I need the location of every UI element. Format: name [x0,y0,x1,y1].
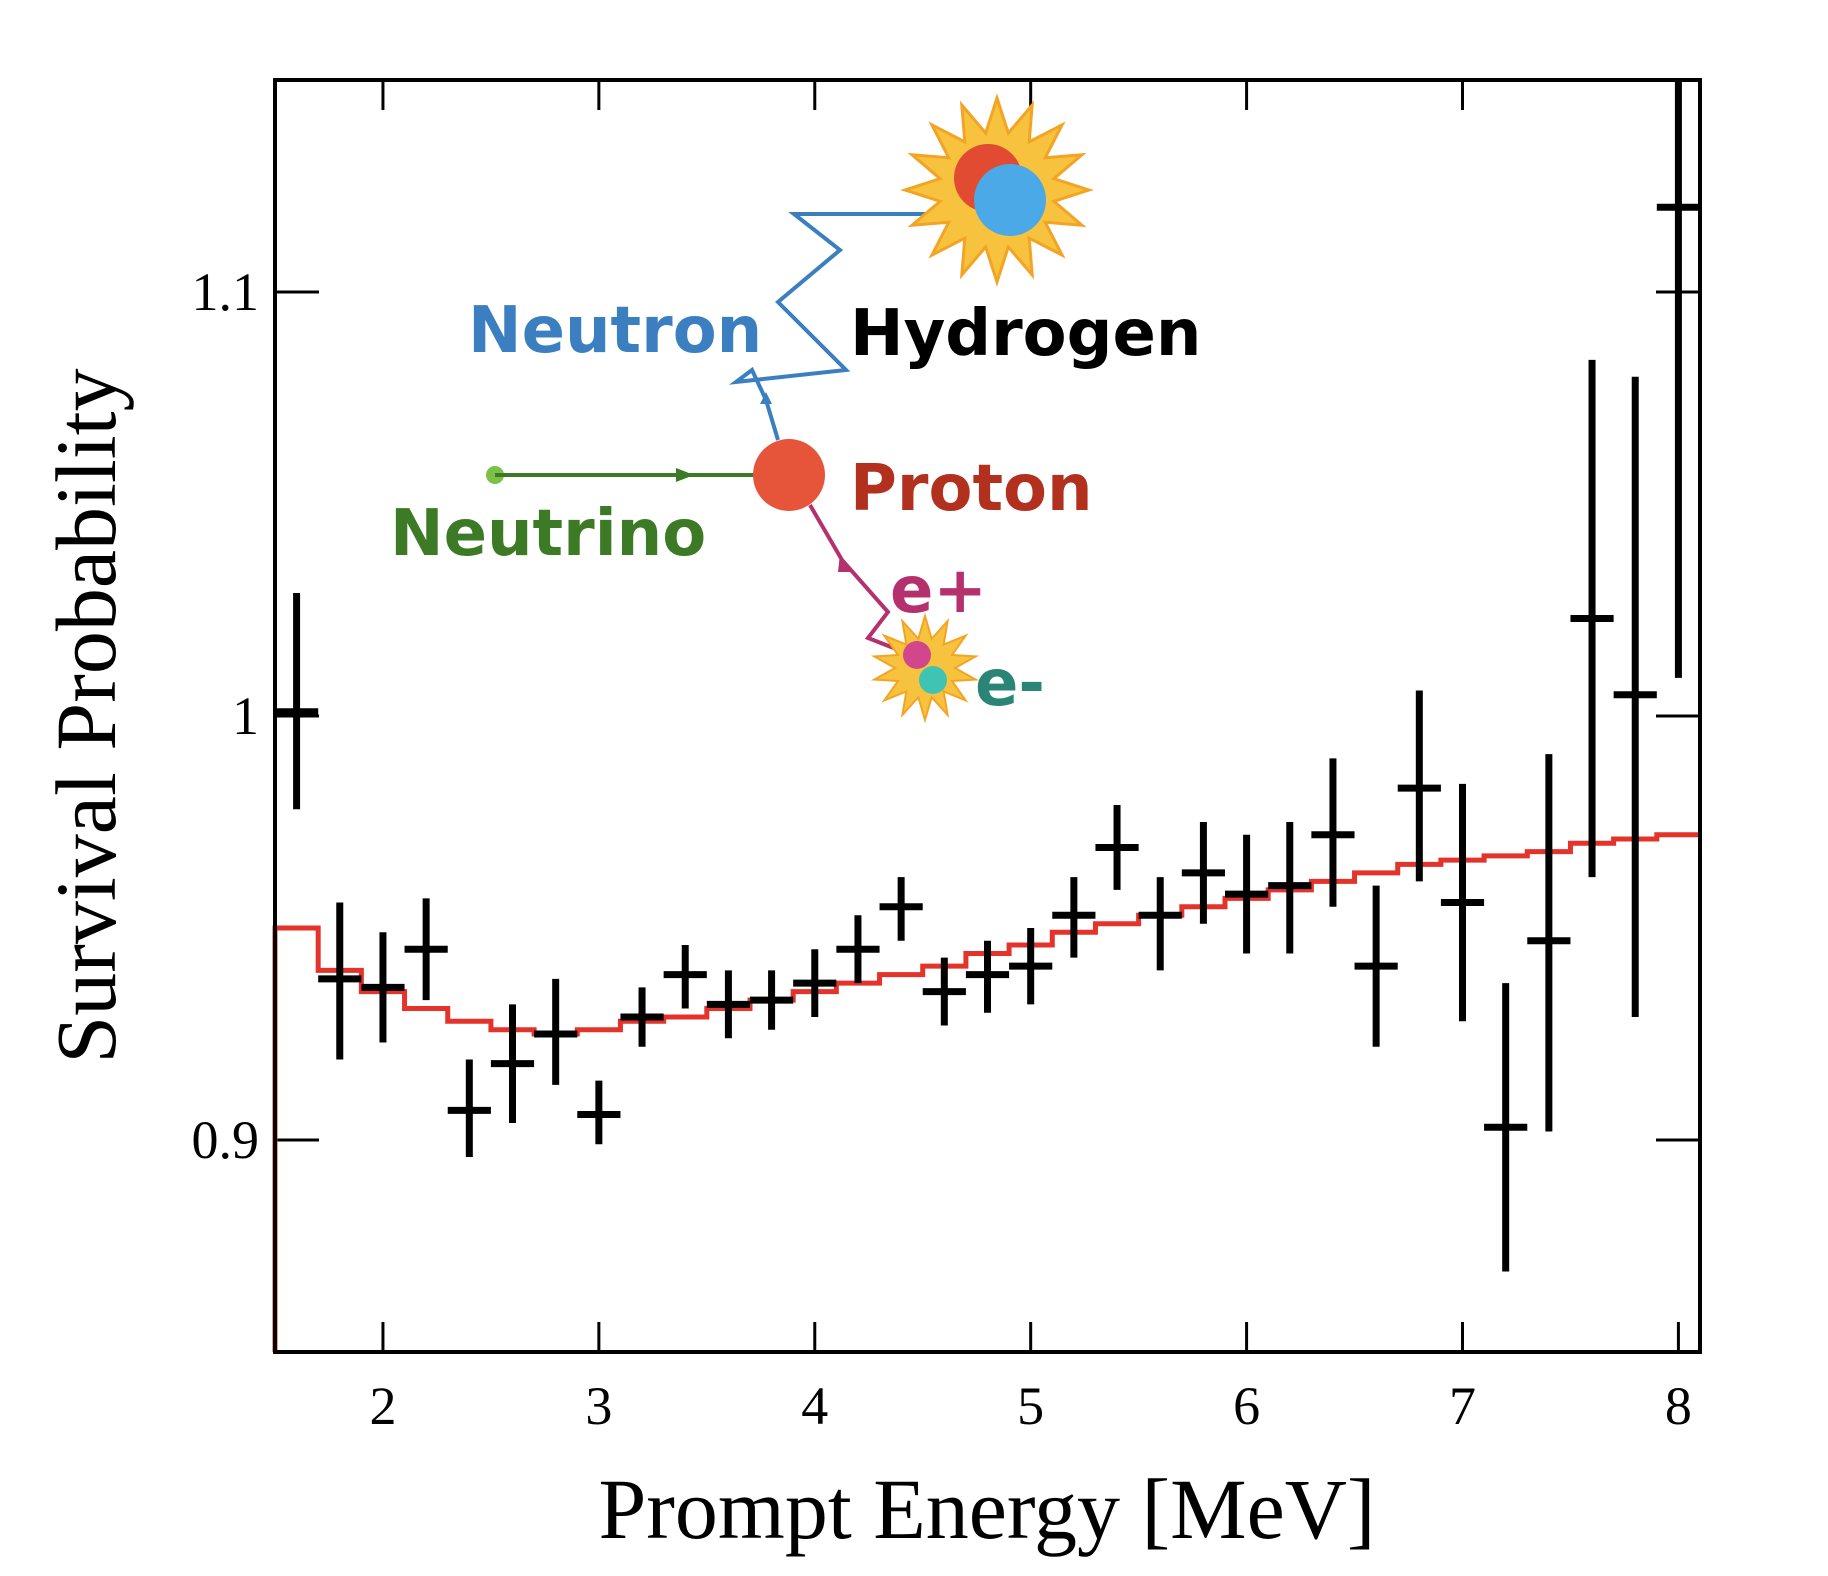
data-point [1570,359,1614,878]
annihilation-starburst [870,612,980,724]
data-point [663,944,707,1009]
data-point [1397,690,1441,882]
proton-label: Proton [850,452,1093,526]
neutron-label: Neutron [468,294,762,368]
data-point [836,915,880,984]
x-tick-label: 8 [1665,1376,1692,1436]
x-axis-title: Prompt Energy [MeV] [598,1461,1375,1557]
positron-track [808,503,905,654]
data-point [447,1059,491,1157]
neutron-ball [974,164,1046,236]
data-points [275,80,1700,1272]
data-point [1138,877,1182,971]
x-tick-label: 2 [369,1376,396,1436]
data-point [1052,877,1096,958]
axis-ticks [275,80,1700,1352]
data-point [404,898,448,1001]
data-point [879,877,923,941]
data-point [534,978,578,1085]
data-point [922,957,966,1026]
electron-label: e- [975,647,1045,721]
data-point [1440,783,1485,1022]
data-point [1268,822,1312,954]
data-point [577,1080,621,1145]
x-tick-label: 4 [801,1376,828,1436]
data-point [1009,928,1053,1005]
neutron-arrow [760,392,772,404]
y-tick-label: 0.9 [192,1110,260,1170]
positron-ball [903,641,931,669]
step-curve [272,832,1700,1352]
data-point [1354,885,1398,1047]
x-tick-label: 6 [1233,1376,1260,1436]
y-tick-label: 1 [232,686,259,746]
neutrino-label: Neutrino [390,497,706,571]
data-point [275,593,319,810]
data-point [1656,80,1700,678]
data-point [1181,822,1225,924]
data-point [1311,758,1355,907]
tick-labels: 2 3 4 5 6 7 8 0.9 1 1.1 [192,262,1692,1436]
y-axis-title: Survival Probability [38,368,134,1063]
data-point [1095,805,1139,890]
x-tick-label: 7 [1449,1376,1476,1436]
x-tick-label: 5 [1017,1376,1044,1436]
positron-arrow [838,554,850,572]
data-point [1225,834,1269,954]
model-step-curve [272,832,1700,1352]
positron-label: e+ [890,554,987,628]
plot-frame [273,78,1702,1354]
neutron-track [728,212,1002,441]
neutrino-arrow [676,468,694,482]
data-point [1484,983,1528,1272]
electron-ball [919,666,947,694]
data-point [318,902,362,1060]
x-tick-label: 3 [585,1376,612,1436]
data-point [706,970,750,1039]
proton-ball [753,439,825,511]
data-point [361,932,405,1043]
data-point [1527,754,1571,1132]
data-point [750,970,794,1030]
data-point [965,940,1010,1013]
data-point [620,987,664,1047]
data-point [1613,376,1657,1018]
hydrogen-label: Hydrogen [850,297,1201,371]
data-point [490,1004,535,1124]
ibd-diagram: Neutron Hydrogen Proton Neutrino e+ e- [390,93,1201,724]
data-point [793,949,837,1018]
y-tick-label: 1.1 [192,262,260,322]
